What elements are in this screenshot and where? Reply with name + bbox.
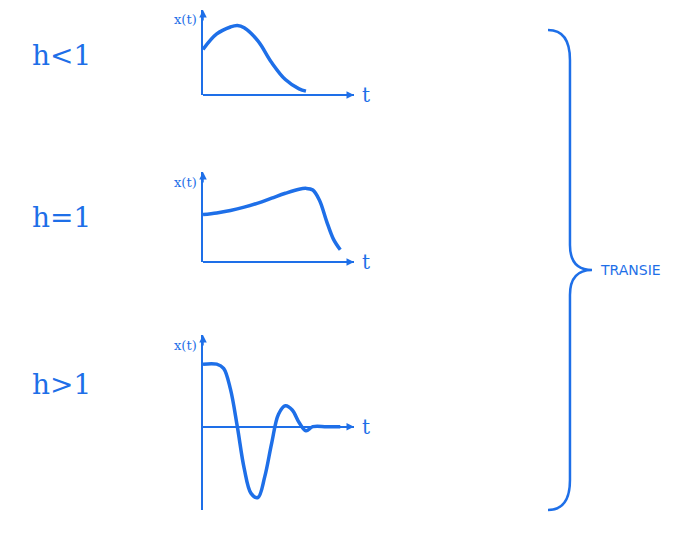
svg-text:TRANSIE: TRANSIE (600, 262, 661, 278)
svg-text:x(t): x(t) (174, 12, 197, 27)
svg-text:h=1: h=1 (32, 201, 91, 234)
svg-text:h<1: h<1 (32, 39, 91, 72)
svg-text:x(t): x(t) (174, 338, 197, 353)
svg-text:h>1: h>1 (32, 368, 91, 401)
svg-text:t: t (362, 83, 370, 107)
svg-text:t: t (362, 250, 370, 274)
svg-text:t: t (362, 415, 370, 439)
svg-text:x(t): x(t) (174, 175, 197, 190)
